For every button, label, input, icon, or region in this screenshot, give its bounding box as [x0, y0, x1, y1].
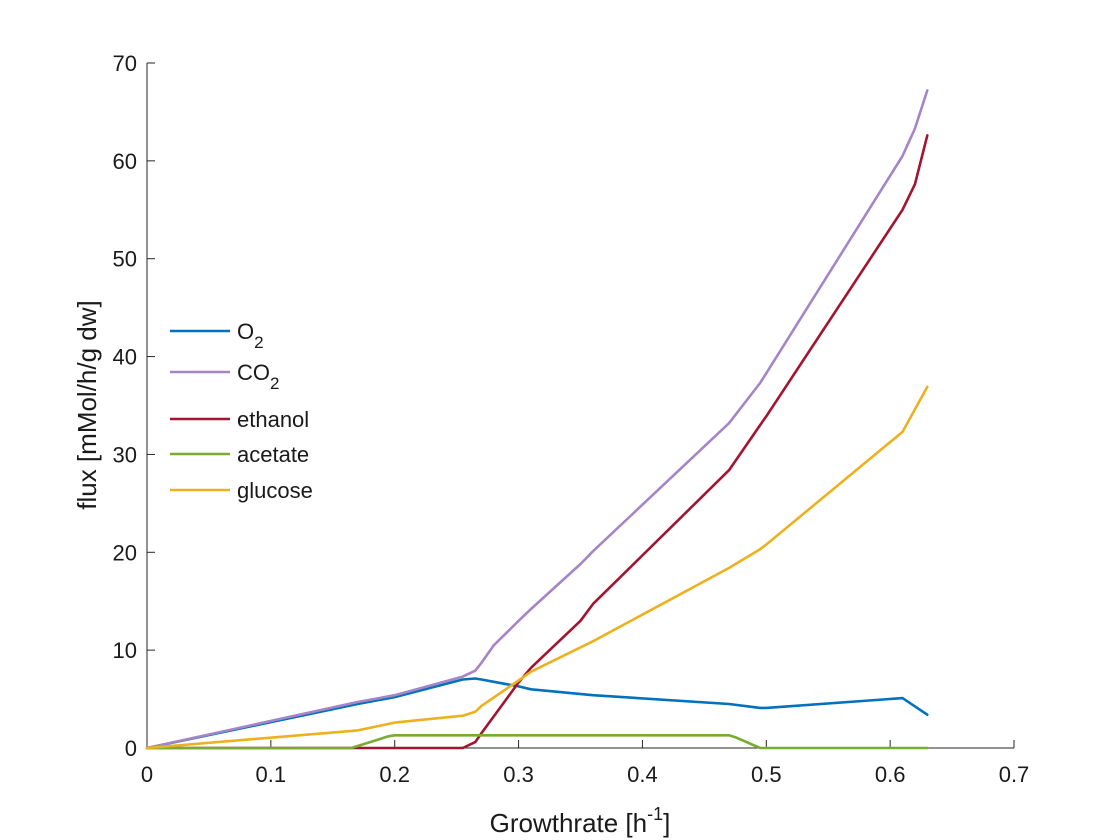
x-tick-label: 0.3	[503, 762, 534, 787]
legend-label: ethanol	[237, 407, 309, 432]
y-axis-label: flux [mMol/h/g dw]	[72, 300, 102, 510]
y-tick-label: 0	[125, 736, 137, 761]
x-tick-label: 0.2	[379, 762, 410, 787]
x-tick-label: 0	[141, 762, 153, 787]
y-tick-label: 50	[113, 247, 137, 272]
x-tick-label: 0.4	[627, 762, 658, 787]
axes: 0 0.1 0.2 0.3 0.4 0.5 0.6 0.7 0 10 20 30 40 50 60 70	[113, 51, 1030, 787]
series-line-ethanol	[145, 134, 929, 750]
series-layer	[145, 89, 929, 750]
legend-label: glucose	[237, 478, 313, 503]
y-tick-label: 30	[113, 442, 137, 467]
y-tick-label: 40	[113, 345, 137, 370]
x-tick-label: 0.5	[751, 762, 782, 787]
x-axis-label: Growthrate [h-1]	[490, 804, 671, 838]
y-tick-label: 70	[113, 51, 137, 76]
legend-label: O2	[237, 319, 264, 352]
x-tick-label: 0.6	[875, 762, 906, 787]
series-line-co	[145, 89, 929, 750]
x-tick-label: 0.1	[256, 762, 287, 787]
series-line-o	[145, 677, 929, 750]
legend-label: acetate	[237, 442, 309, 467]
series-line-acetate	[145, 733, 929, 750]
series-line-glucose	[145, 385, 929, 750]
x-tick-label: 0.7	[999, 762, 1030, 787]
legend-label: CO2	[237, 360, 279, 393]
y-tick-label: 60	[113, 149, 137, 174]
legend: O2 CO2 ethanol acetate glucose	[170, 319, 313, 503]
y-tick-label: 10	[113, 638, 137, 663]
y-tick-label: 20	[113, 540, 137, 565]
